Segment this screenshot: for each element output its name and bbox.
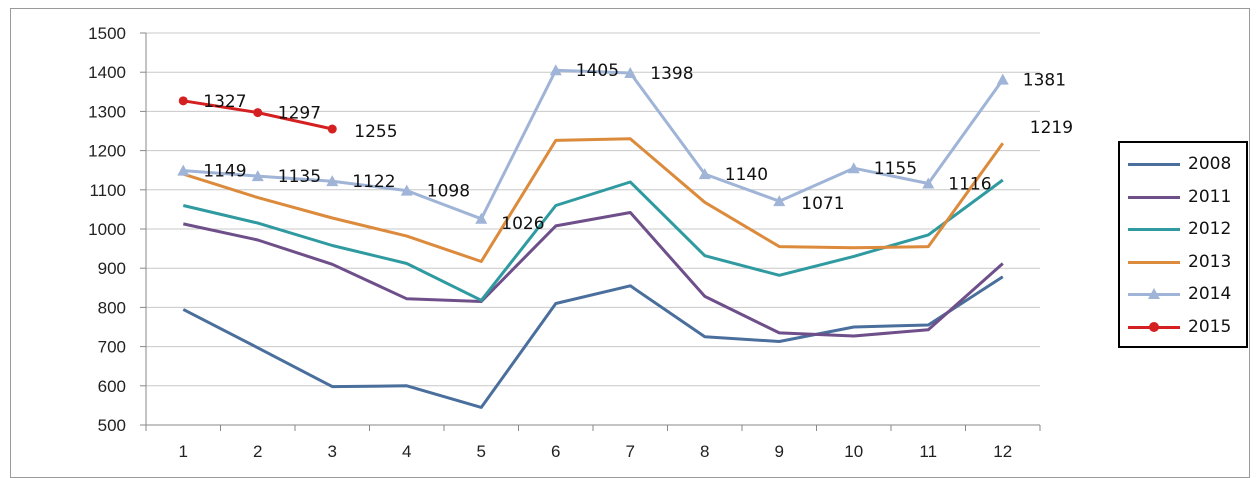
y-tick-label: 1300 <box>88 102 126 121</box>
series-2008 <box>182 275 1004 409</box>
y-tick-label: 1100 <box>89 181 126 200</box>
data-label-2014: 1098 <box>427 182 470 202</box>
legend-label: 2014 <box>1188 284 1232 304</box>
legend-label: 2011 <box>1188 186 1232 207</box>
data-point-2014 <box>475 212 488 224</box>
legend-swatch <box>1128 214 1180 244</box>
y-tick-label: 500 <box>98 416 126 435</box>
data-labels: 1149 1135 1122 1098 1026 1405 1398 1140 1071 1155… <box>203 61 1073 234</box>
data-label-2015: 1255 <box>354 122 397 142</box>
legend-item-2015: 2015 <box>1120 312 1246 342</box>
series-2013 <box>182 137 1005 263</box>
series-line-2008 <box>182 275 1004 409</box>
y-tick-label: 700 <box>98 338 126 357</box>
series-line-2013 <box>182 137 1005 263</box>
legend-swatch <box>1128 182 1180 212</box>
x-tick-label: 2 <box>253 442 262 461</box>
x-tick-label: 10 <box>844 442 863 461</box>
data-label-2014: 1026 <box>501 214 544 234</box>
data-point-2014 <box>996 73 1009 85</box>
legend-swatch <box>1128 312 1180 342</box>
y-tick-label: 600 <box>98 377 126 396</box>
data-point-2014 <box>326 175 339 187</box>
series-2012 <box>182 178 1004 302</box>
y-tick-label: 900 <box>98 259 126 278</box>
data-label-2014: 1149 <box>203 162 246 182</box>
data-point-2014 <box>922 177 935 189</box>
chart-frame <box>10 8 1250 478</box>
legend-item-2013: 2013 <box>1120 247 1246 277</box>
data-label-2015: 1297 <box>278 104 321 124</box>
data-label-2014: 1116 <box>948 175 991 195</box>
data-point-2014 <box>251 170 264 182</box>
y-tick-label: 1000 <box>88 220 126 239</box>
x-tick-label: 11 <box>919 442 937 461</box>
y-tick-label: 1500 <box>88 24 126 43</box>
legend-item-2014: 2014 <box>1120 279 1246 309</box>
series-line-2014 <box>183 68 1005 221</box>
data-point-2014 <box>847 162 860 174</box>
legend-label: 2015 <box>1188 316 1232 337</box>
series-line-2011 <box>182 211 1004 338</box>
chart-legend: 2008 2011 2012 2013 2014 2015 <box>1118 141 1248 348</box>
x-tick-label: 12 <box>993 442 1012 461</box>
legend-swatch <box>1128 149 1180 179</box>
data-point-2015 <box>253 108 263 118</box>
circle-marker-icon <box>1149 321 1159 332</box>
data-label-2014: 1122 <box>352 172 395 192</box>
legend-item-2012: 2012 <box>1120 214 1246 244</box>
data-point-2014 <box>698 168 711 180</box>
series-lines <box>177 64 1009 409</box>
data-point-2014 <box>549 64 562 76</box>
series-2014 <box>177 64 1009 224</box>
data-point-2014 <box>400 184 413 196</box>
legend-label: 2013 <box>1188 251 1232 272</box>
x-tick-label: 3 <box>328 442 337 461</box>
data-label-2014: 1405 <box>576 61 619 81</box>
data-label-2014: 1071 <box>801 194 844 214</box>
data-point-2015 <box>178 96 188 106</box>
data-point-2015 <box>327 124 337 134</box>
series-2011 <box>182 211 1004 338</box>
legend-label: 2008 <box>1188 154 1232 174</box>
triangle-marker-icon <box>1148 288 1160 299</box>
y-tick-label: 1200 <box>88 142 126 161</box>
x-tick-label: 9 <box>775 442 784 461</box>
data-point-2014 <box>624 66 637 78</box>
legend-swatch <box>1128 247 1180 277</box>
x-tick-label: 7 <box>626 442 635 461</box>
data-label-2013: 1219 <box>1030 118 1073 138</box>
y-tick-label: 1400 <box>88 63 126 82</box>
data-point-2014 <box>773 195 786 207</box>
x-tick-label: 5 <box>477 442 486 461</box>
legend-item-2011: 2011 <box>1120 182 1246 212</box>
legend-label: 2012 <box>1188 219 1232 239</box>
series-2015 <box>178 96 337 134</box>
x-tick-label: 6 <box>551 442 560 461</box>
x-tick-label: 1 <box>179 442 188 461</box>
legend-swatch <box>1128 279 1180 309</box>
x-tick-label: 4 <box>402 442 411 461</box>
data-label-2014: 1155 <box>874 159 917 179</box>
data-label-2015: 1327 <box>203 92 246 112</box>
data-label-2014: 1140 <box>725 165 768 185</box>
series-line-2012 <box>182 178 1004 302</box>
data-label-2014: 1135 <box>278 167 321 187</box>
data-point-2014 <box>177 164 190 176</box>
x-tick-label: 8 <box>700 442 709 461</box>
data-label-2014: 1381 <box>1023 71 1066 91</box>
data-label-2014: 1398 <box>650 64 693 84</box>
y-tick-label: 800 <box>98 298 126 317</box>
axes: 500 600 700 800 900 1000 1100 1200 1300 1400 1500 1… <box>88 24 1041 461</box>
legend-item-2008: 2008 <box>1120 149 1246 179</box>
